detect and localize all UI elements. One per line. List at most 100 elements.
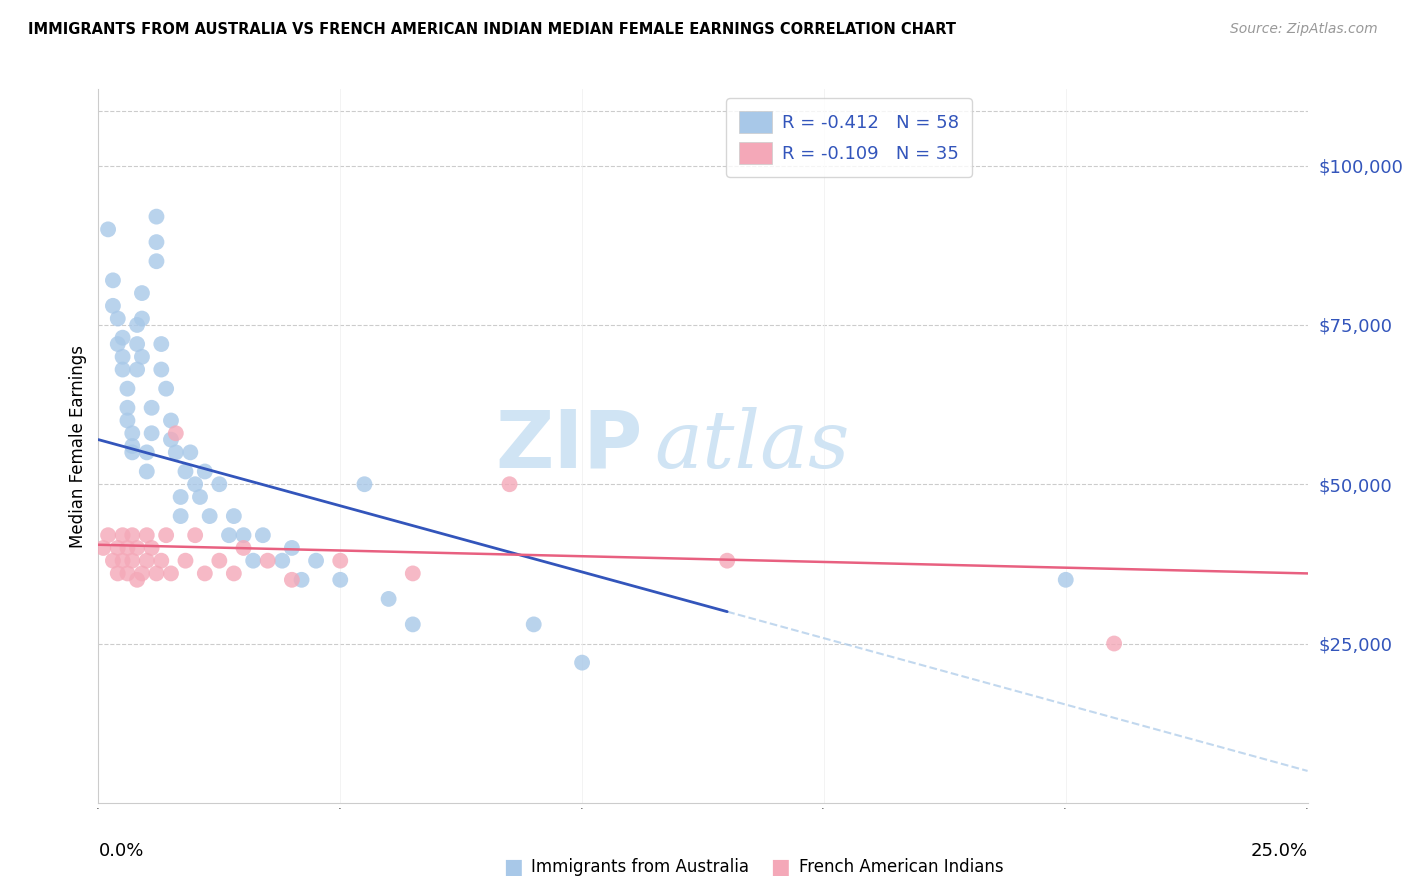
Point	[111, 362, 134, 376]
Text: 0.0%: 0.0%	[98, 842, 143, 860]
Point	[271, 554, 294, 568]
Point	[188, 490, 211, 504]
Point	[131, 311, 153, 326]
Point	[208, 554, 231, 568]
Point	[150, 337, 173, 351]
Point	[218, 528, 240, 542]
Point	[232, 541, 254, 555]
Point	[127, 541, 149, 555]
Point	[498, 477, 520, 491]
Text: French American Indians: French American Indians	[799, 858, 1004, 876]
Point	[135, 528, 157, 542]
Point	[194, 465, 217, 479]
Text: IMMIGRANTS FROM AUSTRALIA VS FRENCH AMERICAN INDIAN MEDIAN FEMALE EARNINGS CORRE: IMMIGRANTS FROM AUSTRALIA VS FRENCH AMER…	[28, 22, 956, 37]
Point	[141, 401, 163, 415]
Point	[571, 656, 593, 670]
Point	[131, 350, 153, 364]
Point	[145, 210, 167, 224]
Point	[101, 554, 124, 568]
Point	[179, 445, 201, 459]
Point	[256, 554, 278, 568]
Point	[523, 617, 546, 632]
Point	[101, 273, 124, 287]
Point	[222, 509, 245, 524]
Point	[127, 318, 149, 332]
Point	[107, 566, 129, 581]
Point	[111, 331, 134, 345]
Point	[353, 477, 375, 491]
Point	[101, 299, 124, 313]
Point	[305, 554, 328, 568]
Point	[402, 566, 425, 581]
Point	[121, 554, 143, 568]
Point	[329, 573, 352, 587]
Point	[117, 566, 139, 581]
Point	[184, 477, 207, 491]
Point	[160, 433, 183, 447]
Point	[252, 528, 274, 542]
Point	[194, 566, 217, 581]
Point	[131, 566, 153, 581]
Point	[107, 337, 129, 351]
Point	[232, 528, 254, 542]
Text: ZIP: ZIP	[495, 407, 643, 485]
Point	[117, 541, 139, 555]
Point	[127, 573, 149, 587]
Point	[402, 617, 425, 632]
Text: atlas: atlas	[655, 408, 851, 484]
Point	[121, 426, 143, 441]
Text: ■: ■	[503, 857, 523, 877]
Point	[145, 566, 167, 581]
Point	[117, 413, 139, 427]
Point	[121, 445, 143, 459]
Text: Source: ZipAtlas.com: Source: ZipAtlas.com	[1230, 22, 1378, 37]
Point	[377, 591, 399, 606]
Point	[107, 541, 129, 555]
Point	[121, 439, 143, 453]
Point	[135, 465, 157, 479]
Legend: R = -0.412   N = 58, R = -0.109   N = 35: R = -0.412 N = 58, R = -0.109 N = 35	[727, 98, 972, 177]
Point	[117, 401, 139, 415]
Point	[160, 566, 183, 581]
Point	[242, 554, 264, 568]
Point	[165, 426, 187, 441]
Text: ■: ■	[770, 857, 790, 877]
Point	[281, 573, 304, 587]
Point	[290, 573, 312, 587]
Point	[127, 362, 149, 376]
Point	[716, 554, 738, 568]
Point	[97, 222, 120, 236]
Point	[111, 350, 134, 364]
Point	[145, 235, 167, 249]
Point	[121, 528, 143, 542]
Point	[198, 509, 221, 524]
Text: Immigrants from Australia: Immigrants from Australia	[531, 858, 749, 876]
Point	[145, 254, 167, 268]
Point	[160, 413, 183, 427]
Point	[184, 528, 207, 542]
Point	[117, 382, 139, 396]
Point	[150, 554, 173, 568]
Point	[155, 528, 177, 542]
Point	[141, 426, 163, 441]
Point	[165, 445, 187, 459]
Point	[155, 382, 177, 396]
Point	[208, 477, 231, 491]
Point	[91, 541, 114, 555]
Point	[174, 465, 197, 479]
Point	[169, 490, 191, 504]
Point	[135, 445, 157, 459]
Point	[1054, 573, 1077, 587]
Point	[97, 528, 120, 542]
Point	[111, 528, 134, 542]
Point	[281, 541, 304, 555]
Point	[135, 554, 157, 568]
Point	[107, 311, 129, 326]
Point	[127, 337, 149, 351]
Point	[174, 554, 197, 568]
Point	[141, 541, 163, 555]
Text: 25.0%: 25.0%	[1250, 842, 1308, 860]
Point	[329, 554, 352, 568]
Point	[150, 362, 173, 376]
Point	[169, 509, 191, 524]
